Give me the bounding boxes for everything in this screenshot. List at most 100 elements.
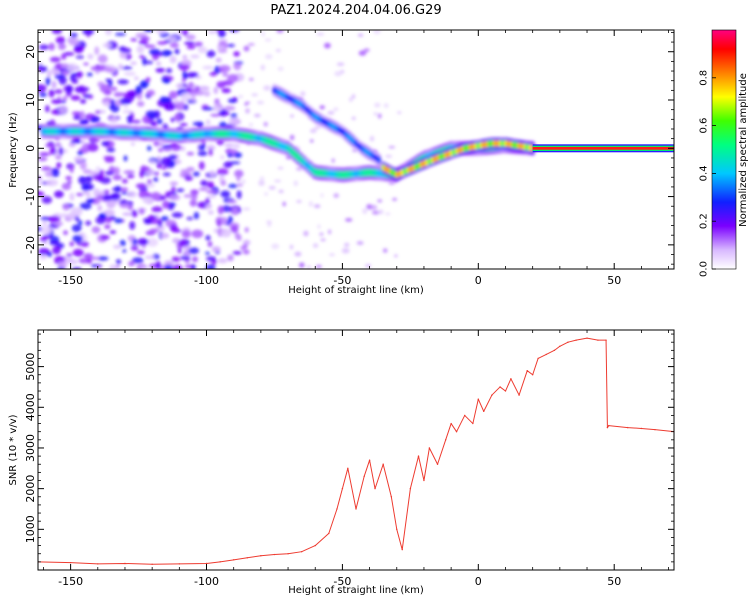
- snr-data-point: [627, 426, 629, 429]
- noise-blob: [197, 150, 208, 156]
- snr-data-point: [382, 463, 384, 465]
- noise-blob: [388, 146, 396, 149]
- noise-blob: [72, 248, 84, 257]
- noise-blob: [122, 249, 127, 253]
- noise-blob: [76, 71, 83, 79]
- noise-blob: [184, 41, 195, 46]
- noise-blob: [86, 257, 93, 264]
- noise-blob: [224, 143, 235, 147]
- noise-blob: [244, 227, 249, 233]
- noise-blob: [190, 54, 200, 59]
- noise-blob: [122, 212, 133, 216]
- snr-data-point: [531, 374, 534, 376]
- y-tick-label: -20: [24, 236, 37, 254]
- noise-blob: [95, 69, 100, 74]
- noise-blob: [334, 71, 342, 77]
- noise-blob: [104, 224, 111, 230]
- x-tick-label: 50: [607, 274, 621, 287]
- ridge-core: [210, 129, 216, 138]
- noise-blob: [264, 192, 268, 196]
- noise-blob: [45, 143, 56, 148]
- noise-blob: [184, 175, 193, 181]
- noise-blob: [68, 142, 76, 148]
- noise-blob: [140, 266, 149, 269]
- noise-blob: [61, 213, 67, 217]
- noise-blob: [95, 110, 101, 115]
- noise-blob: [183, 194, 192, 198]
- ridge-core: [122, 128, 128, 137]
- noise-blob: [71, 79, 79, 84]
- noise-blob: [121, 47, 132, 54]
- noise-blob: [198, 85, 210, 91]
- noise-blob: [121, 66, 133, 70]
- snr-data-point: [347, 467, 349, 470]
- noise-blob: [259, 176, 265, 182]
- ridge-core: [465, 144, 470, 152]
- noise-blob: [58, 43, 66, 50]
- ridge-core: [44, 127, 49, 136]
- noise-blob: [180, 146, 186, 152]
- noise-blob: [159, 232, 170, 239]
- noise-blob: [113, 244, 122, 249]
- ridge-core: [178, 131, 183, 141]
- noise-blob: [142, 197, 152, 204]
- noise-blob: [328, 229, 332, 235]
- ridge-core: [155, 130, 160, 139]
- noise-blob: [203, 91, 211, 97]
- noise-blob: [103, 209, 115, 216]
- noise-blob: [180, 169, 189, 173]
- snr-data-point: [483, 410, 485, 413]
- noise-blob: [180, 92, 191, 101]
- noise-blob: [95, 166, 101, 171]
- ridge-core: [67, 127, 72, 136]
- noise-blob: [82, 169, 92, 175]
- noise-blob: [383, 248, 388, 253]
- noise-blob: [188, 81, 194, 88]
- colorbar: 0.0 0.2 0.4 0.6 0.8 Normalized spectral ampl…: [699, 29, 749, 277]
- noise-blob: [303, 230, 309, 237]
- noise-blob: [233, 51, 240, 57]
- noise-blob: [52, 246, 61, 255]
- noise-blob: [169, 42, 179, 48]
- snr-data-point: [69, 561, 72, 564]
- ridge-core: [435, 154, 440, 162]
- noise-blob: [55, 221, 64, 226]
- snr-data-point: [499, 386, 501, 388]
- noise-blob: [320, 238, 326, 241]
- noise-blob: [217, 205, 224, 215]
- noise-blob: [234, 169, 244, 178]
- noise-blob: [62, 203, 70, 211]
- snr-background: [38, 330, 674, 570]
- noise-blob: [179, 123, 188, 127]
- noise-blob: [289, 134, 295, 141]
- noise-blob: [216, 168, 229, 176]
- noise-blob: [70, 207, 83, 217]
- snr-data-point: [608, 424, 610, 427]
- noise-blob: [165, 156, 171, 164]
- snr-data-point: [518, 394, 520, 396]
- noise-blob: [113, 92, 123, 97]
- noise-blob: [320, 193, 324, 198]
- x-tick-label: -150: [58, 274, 83, 287]
- noise-blob: [140, 82, 148, 89]
- noise-blob: [388, 182, 395, 185]
- ridge-core: [220, 129, 226, 138]
- noise-blob: [86, 193, 91, 198]
- ridge-core: [511, 141, 516, 149]
- noise-blob: [66, 36, 79, 44]
- ridge-core: [64, 127, 69, 136]
- y-tick-label: 0: [24, 145, 37, 152]
- noise-blob: [344, 242, 350, 247]
- noise-blob: [219, 121, 227, 129]
- noise-blob: [83, 62, 89, 66]
- noise-blob: [73, 45, 84, 54]
- noise-blob: [228, 117, 241, 126]
- ridge-core: [41, 127, 46, 136]
- noise-blob: [185, 87, 192, 93]
- noise-blob: [123, 155, 128, 162]
- noise-blob: [83, 253, 94, 259]
- ridge-core: [253, 133, 258, 142]
- noise-blob: [68, 42, 81, 46]
- noise-blob: [56, 162, 62, 169]
- noise-blob: [385, 154, 393, 158]
